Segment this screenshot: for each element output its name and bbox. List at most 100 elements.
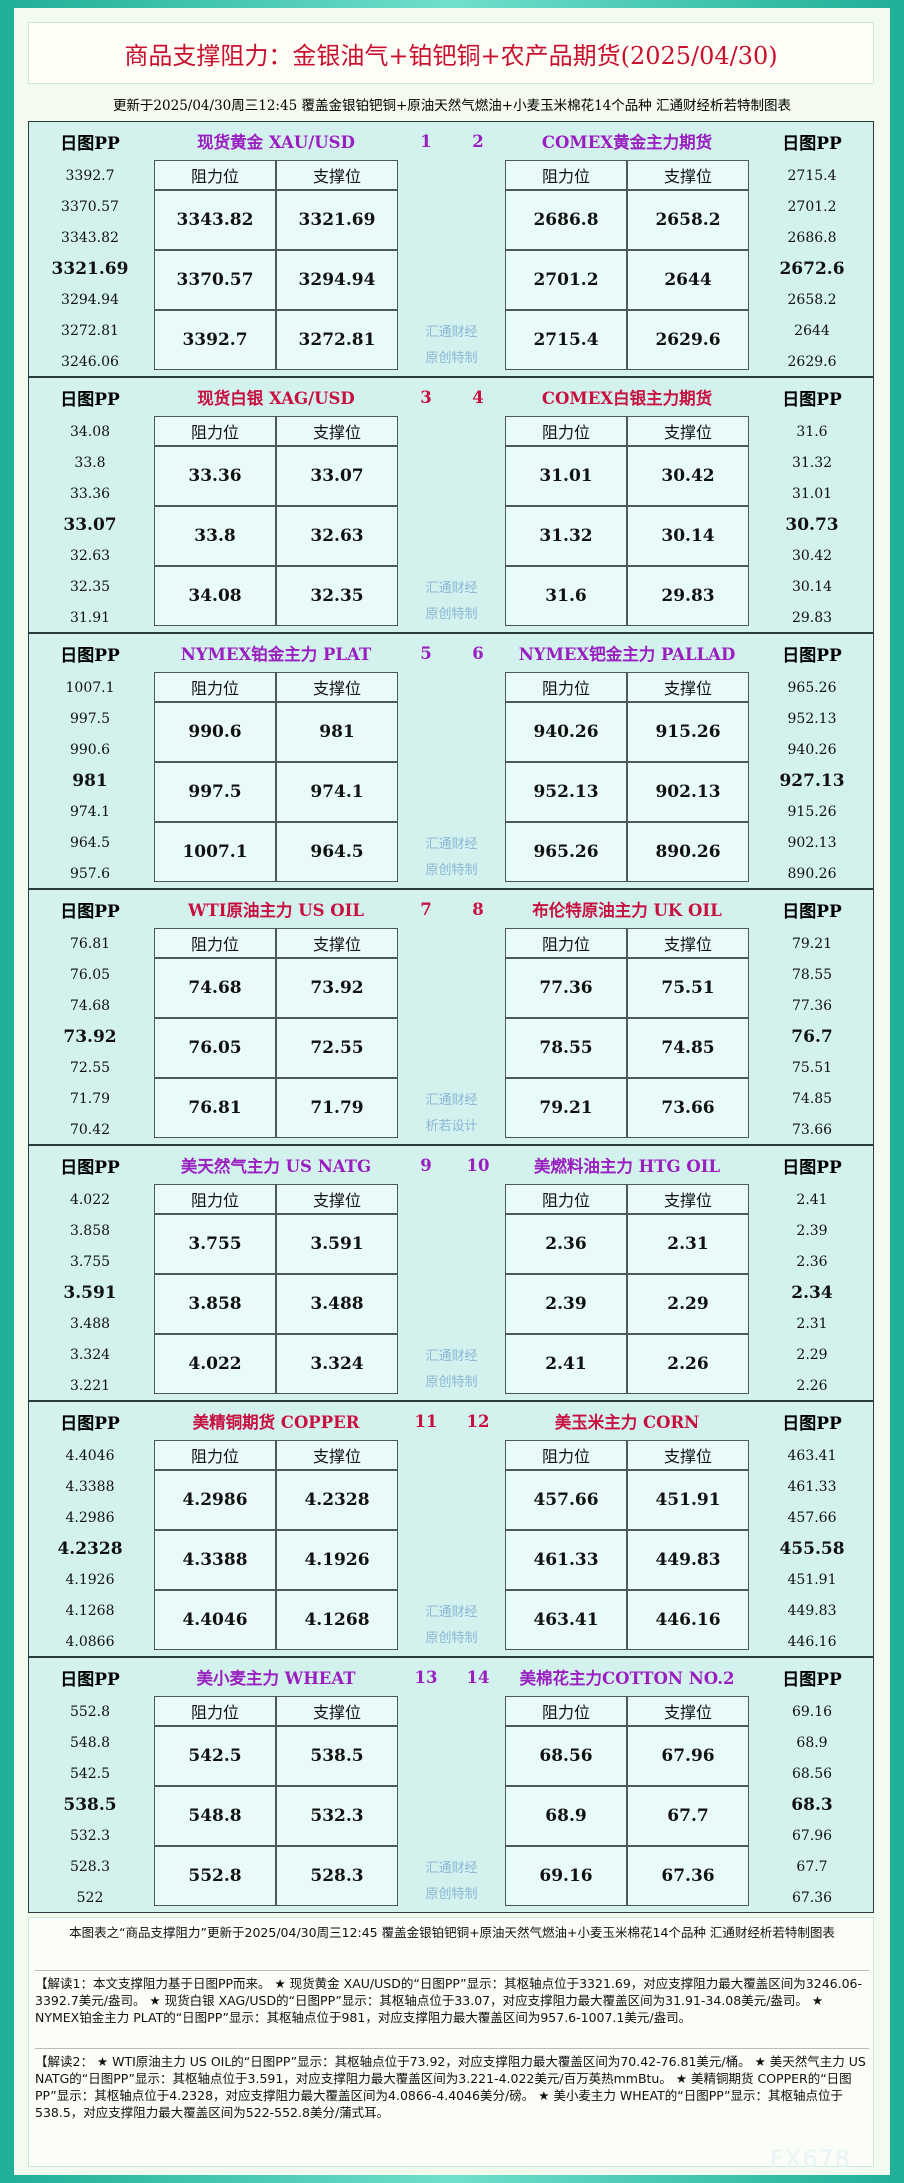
support-value: 67.7 xyxy=(627,1786,749,1846)
pp-header: 日图PP xyxy=(60,645,120,666)
pp-header: 日图PP xyxy=(782,645,842,666)
pp-value: 2.31 xyxy=(796,1315,828,1332)
pp-value: 927.13 xyxy=(779,770,845,791)
support-value: 974.1 xyxy=(276,762,398,822)
panel-number: 4 xyxy=(472,387,484,407)
pp-value: 3321.69 xyxy=(51,258,129,279)
pp-value: 3392.7 xyxy=(65,167,115,184)
pp-header: 日图PP xyxy=(782,133,842,154)
column-header: 阻力位 xyxy=(154,1184,276,1214)
commodity-name: 现货白银 XAG/USD xyxy=(197,389,355,408)
pp-value: 2.34 xyxy=(791,1282,833,1303)
panel-watermark: 汇通财经 xyxy=(425,580,478,596)
pp-header: 日图PP xyxy=(60,901,120,922)
pp-value: 73.92 xyxy=(63,1026,117,1047)
column-header: 阻力位 xyxy=(505,1184,627,1214)
pp-value: 2.39 xyxy=(796,1222,828,1239)
panel-number: 10 xyxy=(466,1155,490,1175)
footer-text: 本图表之“商品支撑阻力”更新于2025/04/30周三12:45 覆盖金银铂钯铜… xyxy=(69,1925,835,1940)
support-value: 4.1926 xyxy=(276,1530,398,1590)
pp-value: 4.0866 xyxy=(65,1633,115,1650)
column-header: 阻力位 xyxy=(154,160,276,190)
panel-number: 3 xyxy=(420,387,432,407)
pp-value: 3370.57 xyxy=(61,198,119,215)
panel-watermark: 原创特制 xyxy=(425,862,478,878)
pp-value: 1007.1 xyxy=(65,679,115,696)
resistance-value: 2.36 xyxy=(505,1214,627,1274)
resistance-value: 31.01 xyxy=(505,446,627,506)
footer: 本图表之“商品支撑阻力”更新于2025/04/30周三12:45 覆盖金银铂钯铜… xyxy=(28,1917,874,2167)
pp-value: 528.3 xyxy=(69,1858,111,1875)
commodity-name: 美燃料油主力 HTG OIL xyxy=(533,1157,721,1176)
pp-value: 461.33 xyxy=(787,1478,837,1495)
pp-value: 2644 xyxy=(794,322,830,339)
support-value: 538.5 xyxy=(276,1726,398,1786)
pp-value: 67.36 xyxy=(791,1889,833,1906)
panel-watermark: 汇通财经 xyxy=(425,1860,478,1876)
pp-value: 31.01 xyxy=(791,485,833,502)
pp-value: 4.2986 xyxy=(65,1509,115,1526)
support-value: 981 xyxy=(276,702,398,762)
support-value: 32.35 xyxy=(276,566,398,626)
support-value: 4.1268 xyxy=(276,1590,398,1650)
resistance-value: 1007.1 xyxy=(154,822,276,882)
support-value: 964.5 xyxy=(276,822,398,882)
subtitle: 更新于2025/04/30周三12:45 覆盖金银铂钯铜+原油天然气燃油+小麦玉… xyxy=(112,98,792,114)
support-value: 75.51 xyxy=(627,958,749,1018)
support-value: 2.26 xyxy=(627,1334,749,1394)
pp-value: 32.63 xyxy=(69,547,111,564)
pp-value: 69.16 xyxy=(791,1703,833,1720)
pp-value: 3272.81 xyxy=(61,322,119,339)
pp-value: 67.7 xyxy=(796,1858,828,1875)
resistance-value: 76.05 xyxy=(154,1018,276,1078)
column-header: 支撑位 xyxy=(276,1184,398,1214)
commodity-name: 布伦特原油主力 UK OIL xyxy=(532,901,722,920)
resistance-value: 31.32 xyxy=(505,506,627,566)
pp-value: 997.5 xyxy=(69,710,111,727)
panel-watermark: 汇通财经 xyxy=(425,1348,478,1364)
pp-value: 2.41 xyxy=(796,1191,828,1208)
pp-value: 33.8 xyxy=(74,454,106,471)
resistance-value: 463.41 xyxy=(505,1590,627,1650)
panel-number: 5 xyxy=(420,643,432,663)
pp-value: 4.3388 xyxy=(65,1478,115,1495)
column-header: 阻力位 xyxy=(505,1696,627,1726)
pp-header: 日图PP xyxy=(782,1157,842,1178)
resistance-value: 2.39 xyxy=(505,1274,627,1334)
pp-value: 4.022 xyxy=(69,1191,111,1208)
support-value: 2658.2 xyxy=(627,190,749,250)
resistance-value: 34.08 xyxy=(154,566,276,626)
commodity-name: WTI原油主力 US OIL xyxy=(187,901,364,920)
support-value: 30.14 xyxy=(627,506,749,566)
pp-value: 2629.6 xyxy=(787,353,837,370)
panel: 日图PP 现货白银 XAG/USD 34.08 33.8 33.36 33.07 32.63… xyxy=(28,377,874,633)
pp-value: 974.1 xyxy=(69,803,111,820)
support-value: 32.63 xyxy=(276,506,398,566)
resistance-value: 461.33 xyxy=(505,1530,627,1590)
resistance-value: 952.13 xyxy=(505,762,627,822)
pp-value: 76.05 xyxy=(69,966,111,983)
pp-header: 日图PP xyxy=(782,389,842,410)
support-value: 3272.81 xyxy=(276,310,398,370)
pp-header: 日图PP xyxy=(60,1157,120,1178)
column-header: 阻力位 xyxy=(505,928,627,958)
support-value: 72.55 xyxy=(276,1018,398,1078)
commodity-name: 现货黄金 XAU/USD xyxy=(197,133,355,152)
pp-value: 67.96 xyxy=(791,1827,833,1844)
resistance-value: 3.755 xyxy=(154,1214,276,1274)
pp-value: 2715.4 xyxy=(787,167,837,184)
pp-value: 957.6 xyxy=(69,865,111,882)
support-value: 73.66 xyxy=(627,1078,749,1138)
pp-value: 538.5 xyxy=(63,1794,117,1815)
resistance-value: 79.21 xyxy=(505,1078,627,1138)
resistance-value: 4.2986 xyxy=(154,1470,276,1530)
resistance-value: 78.55 xyxy=(505,1018,627,1078)
support-value: 2.31 xyxy=(627,1214,749,1274)
pp-value: 451.91 xyxy=(787,1571,837,1588)
resistance-value: 552.8 xyxy=(154,1846,276,1906)
pp-value: 915.26 xyxy=(787,803,837,820)
pp-value: 78.55 xyxy=(791,966,833,983)
commodity-name: NYMEX钯金主力 PALLAD xyxy=(518,645,736,664)
resistance-value: 940.26 xyxy=(505,702,627,762)
pp-value: 890.26 xyxy=(787,865,837,882)
